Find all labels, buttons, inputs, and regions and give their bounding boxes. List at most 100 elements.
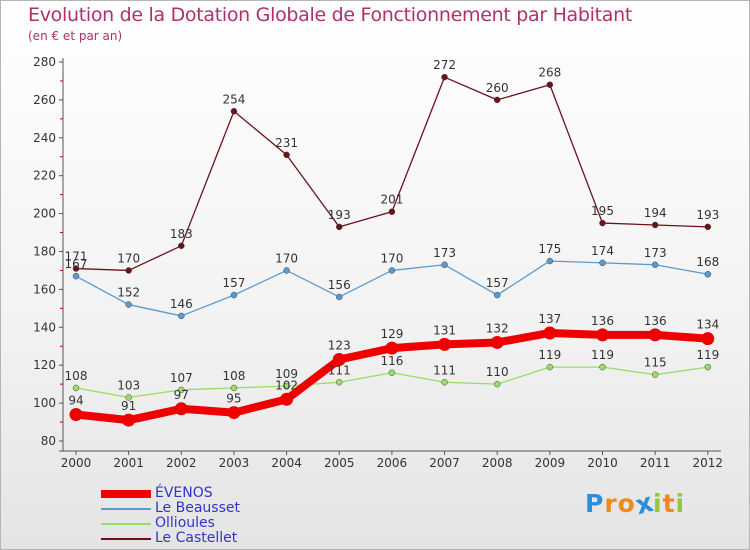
data-point-le-beausset	[441, 261, 448, 269]
data-point-le-castellet	[283, 151, 290, 159]
data-point-evenos	[490, 335, 504, 349]
data-label-ollioules: 108	[65, 369, 88, 383]
y-tick-label: 100	[33, 396, 56, 410]
data-point-evenos	[332, 353, 346, 367]
data-label-ollioules: 111	[433, 363, 456, 377]
data-point-le-beausset	[651, 261, 659, 269]
x-tick-label: 2011	[640, 456, 671, 470]
data-point-evenos	[701, 332, 715, 346]
data-label-le-beausset: 152	[117, 286, 140, 300]
data-label-evenos: 129	[380, 327, 403, 341]
data-point-evenos	[174, 402, 188, 416]
data-label-le-beausset: 156	[328, 278, 351, 292]
data-label-le-castellet: 231	[275, 136, 298, 150]
data-label-le-beausset: 175	[538, 242, 561, 256]
data-point-le-beausset	[493, 291, 501, 299]
logo-letter: i	[653, 489, 663, 518]
data-label-ollioules: 119	[538, 348, 561, 362]
data-label-evenos: 94	[68, 393, 83, 407]
y-tick-label: 280	[33, 55, 56, 69]
data-label-evenos: 134	[696, 318, 719, 332]
legend-swatch	[101, 490, 151, 498]
data-point-ollioules	[441, 379, 448, 386]
data-label-ollioules: 116	[380, 354, 403, 368]
data-point-le-castellet	[72, 265, 80, 272]
data-label-ollioules: 108	[222, 369, 245, 383]
logo-letter: i	[675, 489, 686, 518]
y-tick-label: 260	[33, 93, 56, 107]
logo-letter: r	[604, 489, 618, 518]
data-point-ollioules	[178, 386, 185, 394]
data-point-le-castellet	[599, 219, 606, 227]
data-point-ollioules	[546, 363, 554, 371]
y-tick-label: 200	[33, 207, 56, 221]
legend-swatch	[101, 508, 151, 510]
data-point-le-beausset	[125, 301, 132, 308]
data-label-le-castellet: 194	[644, 206, 667, 220]
data-label-le-castellet: 272	[433, 58, 456, 72]
data-label-le-beausset: 168	[696, 255, 719, 269]
data-point-le-castellet	[336, 223, 343, 231]
data-labels-layer: 171 170 183 254 231 193 201 272 260 268 195 194 193 1…	[65, 58, 720, 413]
data-label-evenos: 123	[328, 339, 351, 353]
x-tick-label: 2000	[61, 456, 92, 470]
axes: 80 100 120 140 160 180 200 220 240 260 280 2000 2001…	[33, 55, 723, 470]
data-point-evenos	[385, 341, 399, 355]
logo-letter: t	[662, 489, 676, 518]
data-point-ollioules	[336, 379, 343, 386]
data-label-le-castellet: 193	[328, 208, 351, 222]
x-tick-label: 2006	[377, 456, 408, 470]
data-label-le-castellet: 170	[117, 251, 140, 265]
data-label-le-castellet: 193	[696, 208, 719, 222]
data-point-le-castellet	[704, 223, 712, 231]
series-line-le-castellet	[75, 76, 709, 272]
data-label-le-castellet: 183	[170, 227, 193, 241]
data-point-evenos	[596, 328, 609, 342]
data-label-evenos: 136	[591, 314, 614, 328]
data-label-ollioules: 109	[275, 367, 298, 381]
data-label-le-castellet: 260	[486, 81, 509, 95]
y-tick-label: 220	[33, 169, 56, 183]
data-label-le-beausset: 157	[222, 276, 245, 290]
y-tick-label: 140	[33, 320, 56, 334]
data-label-le-castellet: 171	[65, 250, 88, 264]
x-tick-label: 2012	[693, 456, 724, 470]
x-tick-label: 2007	[429, 456, 460, 470]
data-point-le-beausset	[546, 257, 554, 265]
x-tick-label: 2005	[324, 456, 355, 470]
y-tick-label: 80	[41, 434, 56, 448]
data-point-evenos	[69, 407, 83, 421]
data-label-ollioules: 115	[644, 356, 667, 370]
data-point-le-castellet	[230, 108, 238, 115]
y-tick-label: 120	[33, 358, 56, 372]
legend-label: Le Castellet	[155, 530, 238, 546]
data-point-le-castellet	[178, 242, 185, 250]
data-point-le-castellet	[651, 221, 659, 229]
data-point-evenos	[227, 406, 241, 420]
data-label-evenos: 131	[433, 323, 456, 337]
data-label-le-castellet: 201	[380, 193, 403, 207]
data-label-evenos: 102	[275, 378, 298, 392]
data-label-le-beausset: 173	[644, 246, 667, 260]
data-point-le-castellet	[546, 81, 554, 88]
data-point-ollioules	[599, 363, 606, 371]
data-label-ollioules: 111	[328, 363, 351, 377]
y-tick-label: 180	[33, 245, 56, 259]
x-tick-label: 2010	[587, 456, 618, 470]
y-tick-label: 160	[33, 282, 56, 296]
data-point-le-beausset	[283, 267, 290, 274]
data-point-le-beausset	[230, 291, 238, 299]
legend-label: ÉVENOS	[155, 485, 213, 501]
data-label-le-beausset: 174	[591, 244, 614, 258]
x-tick-label: 2004	[271, 456, 302, 470]
data-point-ollioules	[125, 394, 132, 401]
legend-swatch	[101, 538, 151, 540]
data-point-le-beausset	[178, 312, 185, 320]
data-point-le-beausset	[388, 267, 396, 274]
data-label-ollioules: 119	[696, 348, 719, 362]
chart-subtitle: (en € et par an)	[28, 29, 123, 43]
legend-swatch	[101, 523, 151, 525]
data-point-le-beausset	[704, 270, 712, 278]
data-point-le-beausset	[599, 259, 606, 267]
